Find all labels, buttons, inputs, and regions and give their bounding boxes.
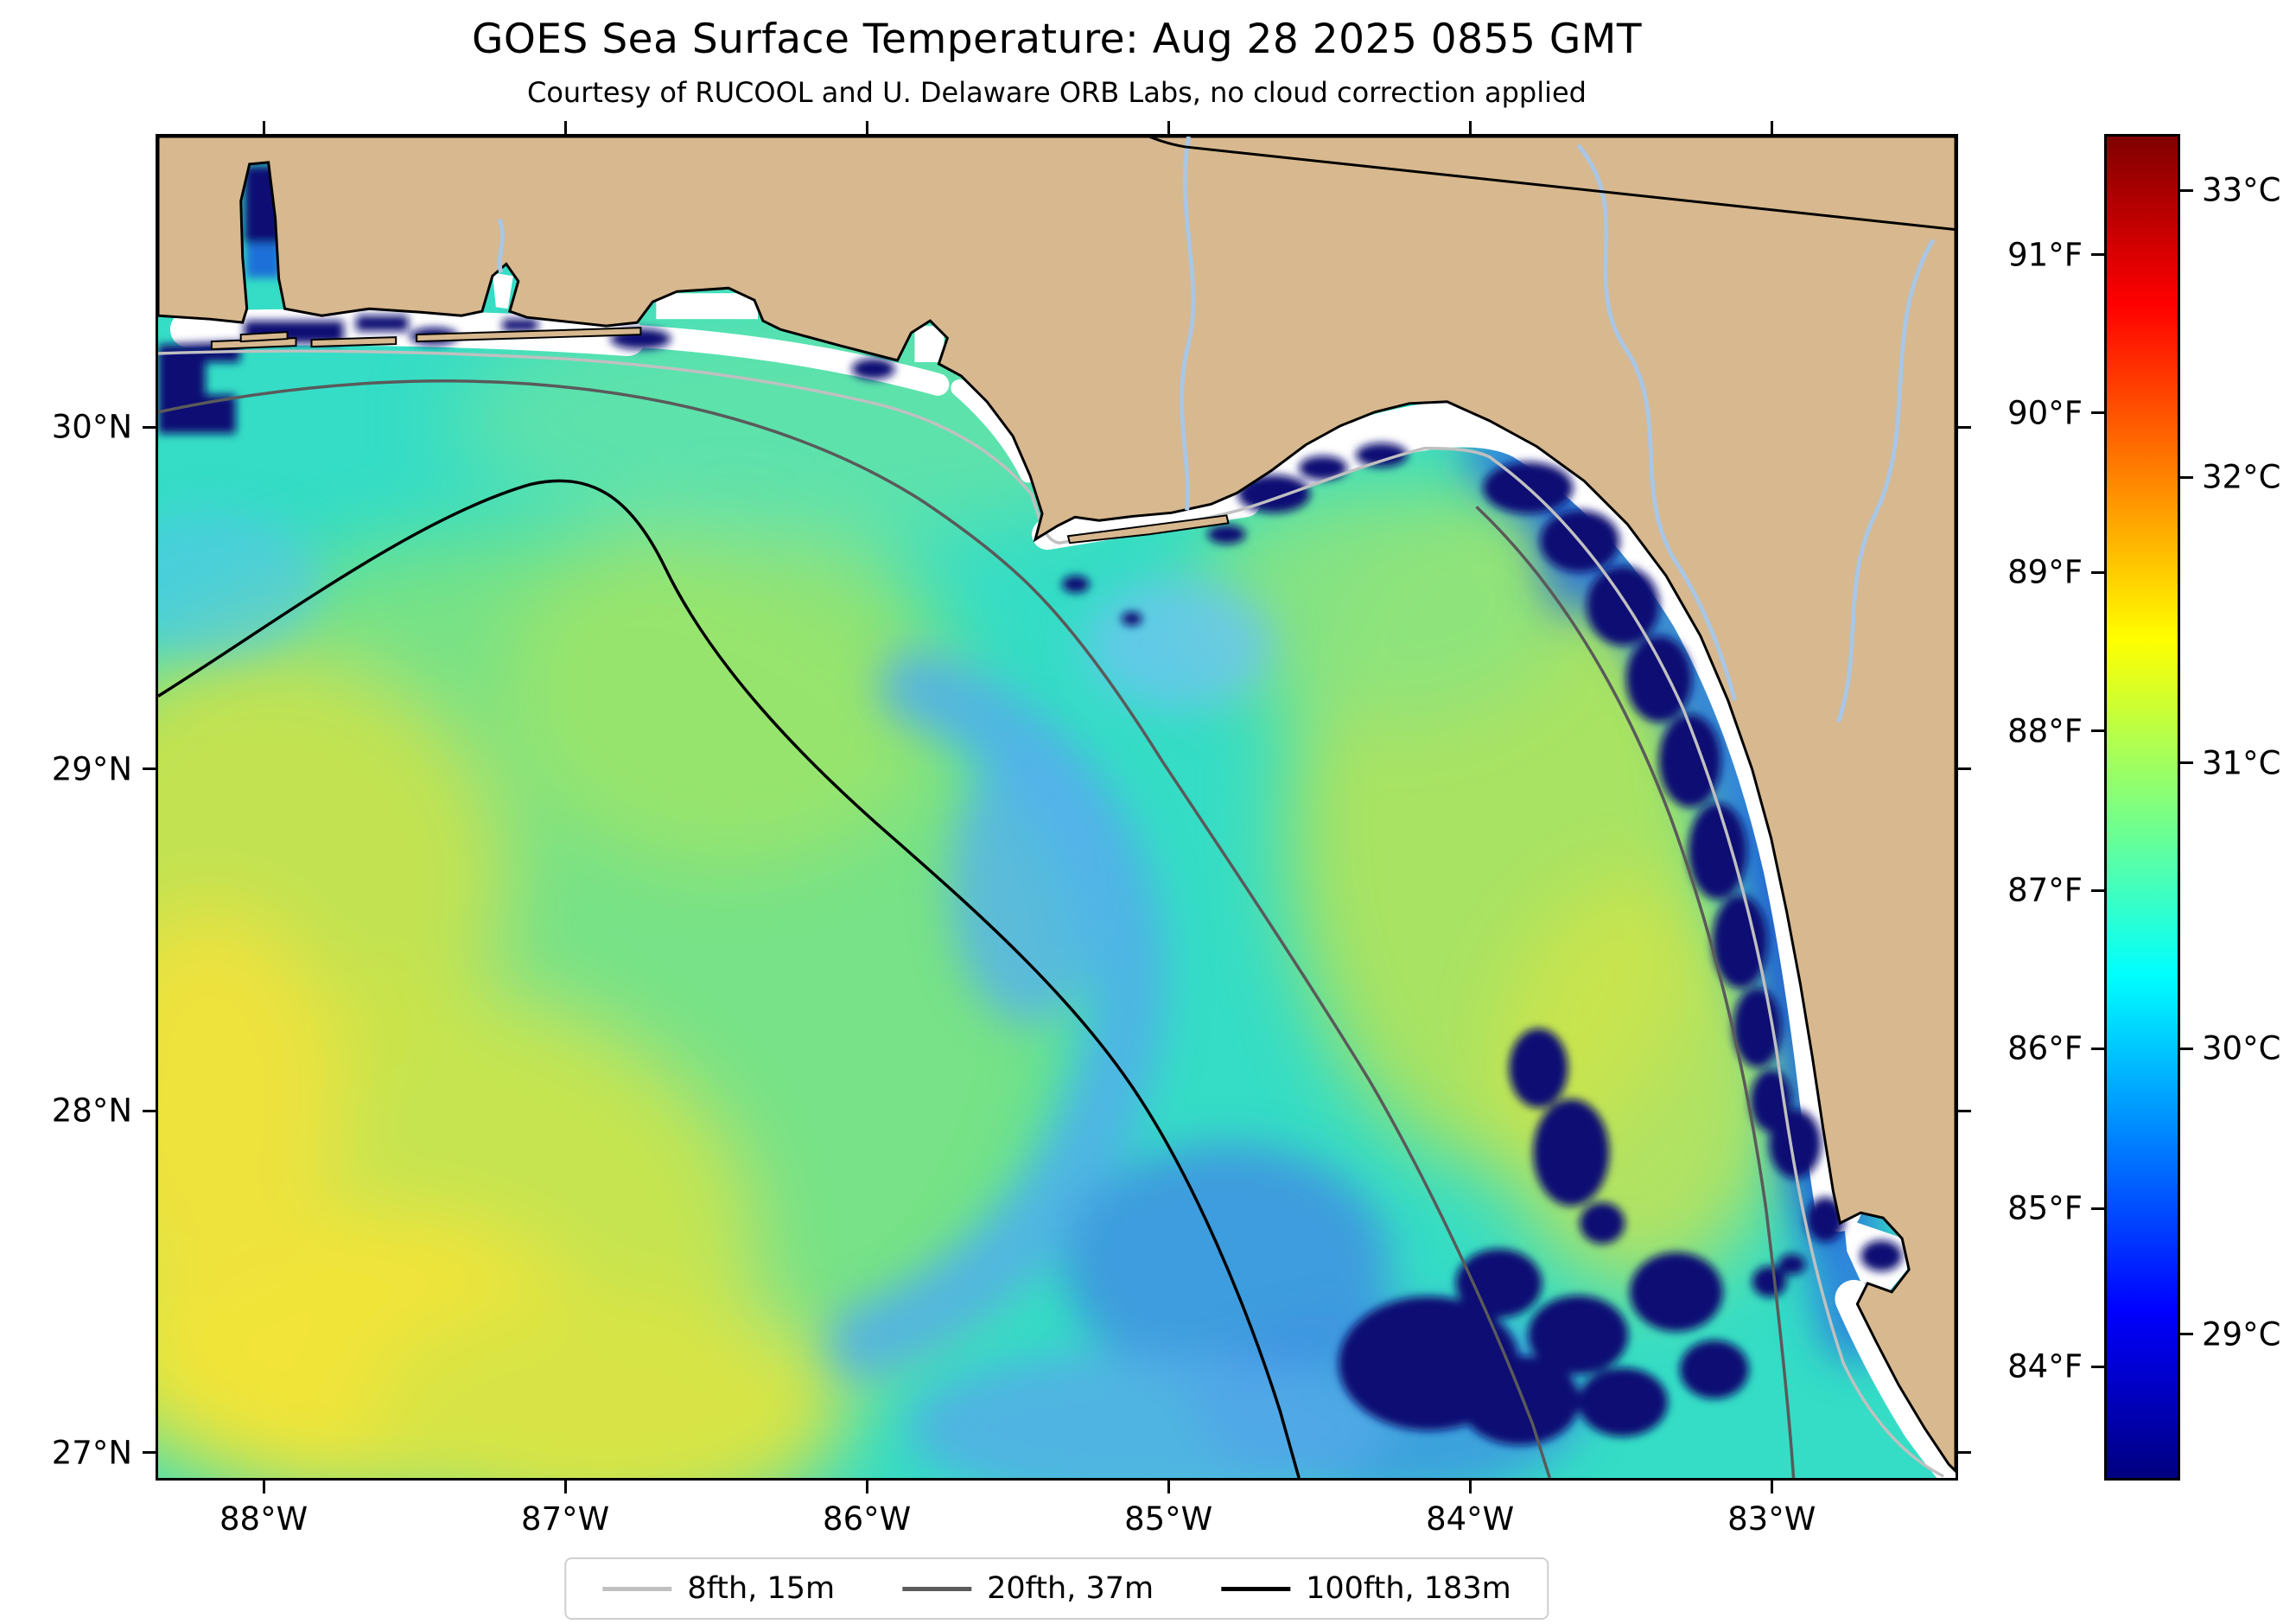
legend-item: 100fth, 183m <box>1221 1571 1511 1606</box>
legend-item-label: 8fth, 15m <box>687 1571 836 1606</box>
colorbar-celsius-tick-label: 30°C <box>2202 1029 2281 1067</box>
y-tick-label: 27°N <box>51 1434 132 1472</box>
legend-line-sample <box>1221 1586 1291 1591</box>
colorbar-celsius-tick-label: 32°C <box>2202 458 2281 496</box>
legend-item: 20fth, 37m <box>902 1571 1154 1606</box>
x-tick-label: 87°W <box>521 1500 610 1538</box>
coastline <box>158 137 1956 1474</box>
legend-line-sample <box>902 1586 972 1591</box>
x-tick-label: 86°W <box>823 1500 912 1538</box>
y-tick-mark <box>1958 1109 1971 1112</box>
x-tick-mark <box>1468 1481 1472 1493</box>
river-suwannee <box>1576 143 1738 702</box>
colorbar-fahrenheit-tick-label: 84°F <box>2007 1347 2083 1385</box>
colorbar-fahrenheit-tick-label: 88°F <box>2007 712 2083 750</box>
colorbar-celsius-tick-label: 29°C <box>2202 1315 2281 1353</box>
chart-title: GOES Sea Surface Temperature: Aug 28 202… <box>471 16 1643 63</box>
depth-contour-legend: 8fth, 15m 20fth, 37m 100fth, 183m <box>564 1557 1549 1620</box>
bathymetry-contour-20fathom <box>158 379 1552 1478</box>
colorbar-celsius-tick-mark <box>2180 761 2193 765</box>
x-tick-mark <box>262 121 265 134</box>
colorbar-fahrenheit-tick-label: 85°F <box>2007 1189 2083 1227</box>
x-tick-mark <box>1770 1481 1773 1493</box>
colorbar-fahrenheit-tick-mark <box>2091 1047 2104 1050</box>
x-tick-mark <box>1770 121 1773 134</box>
legend-item-label: 20fth, 37m <box>987 1571 1154 1606</box>
legend-line-sample <box>602 1586 672 1591</box>
x-tick-mark <box>262 1481 265 1493</box>
y-tick-mark <box>1958 425 1971 429</box>
colorbar-celsius-tick-mark <box>2180 1047 2193 1050</box>
y-tick-mark <box>1958 1451 1971 1455</box>
x-tick-mark <box>563 121 567 134</box>
colorbar-fahrenheit-tick-label: 91°F <box>2007 236 2083 274</box>
y-tick-mark <box>143 1109 156 1112</box>
river-apalachicola <box>1180 137 1196 511</box>
colorbar-fahrenheit-tick-label: 89°F <box>2007 553 2083 591</box>
y-tick-label: 30°N <box>51 408 132 446</box>
gulf-of-mexico-map <box>158 137 1956 1478</box>
colorbar-gradient <box>2107 137 2178 1478</box>
colorbar-fahrenheit-tick-label: 87°F <box>2007 871 2083 909</box>
river-northeast <box>1836 239 1936 723</box>
colorbar-fahrenheit-tick-mark <box>2091 1365 2104 1368</box>
colorbar-fahrenheit-tick-mark <box>2091 253 2104 257</box>
colorbar-celsius-tick-label: 31°C <box>2202 744 2281 782</box>
bathymetry-contour-20fathom-shelf <box>1475 506 1796 1478</box>
x-tick-mark <box>865 121 868 134</box>
x-tick-label: 88°W <box>219 1500 308 1538</box>
x-tick-mark <box>1167 121 1170 134</box>
barrier-islands <box>210 327 1230 545</box>
colorbar-celsius-tick-mark <box>2180 475 2193 479</box>
river-escambia <box>497 218 505 274</box>
y-tick-mark <box>1958 767 1971 771</box>
x-tick-label: 85°W <box>1124 1500 1213 1538</box>
colorbar-fahrenheit-tick-mark <box>2091 411 2104 415</box>
chart-subtitle: Courtesy of RUCOOL and U. Delaware ORB L… <box>527 76 1587 109</box>
x-tick-mark <box>865 1481 868 1493</box>
legend-item: 8fth, 15m <box>602 1571 835 1606</box>
colorbar-fahrenheit-tick-mark <box>2091 729 2104 733</box>
colorbar-celsius-tick-label: 33°C <box>2202 171 2281 209</box>
bathymetry-contour-100fathom <box>158 479 1301 1478</box>
legend-item-label: 100fth, 183m <box>1306 1571 1511 1606</box>
x-tick-label: 84°W <box>1426 1500 1515 1538</box>
colorbar-celsius-tick-mark <box>2180 1333 2193 1336</box>
rivers <box>497 137 1936 723</box>
y-tick-label: 29°N <box>51 750 132 788</box>
y-tick-label: 28°N <box>51 1092 132 1130</box>
y-tick-mark <box>143 425 156 429</box>
x-tick-label: 83°W <box>1727 1500 1816 1538</box>
colorbar-fahrenheit-tick-mark <box>2091 1207 2104 1210</box>
colorbar-fahrenheit-tick-mark <box>2091 570 2104 574</box>
state-boundary-line <box>1148 137 1956 232</box>
bathymetry-contour-8fathom <box>158 349 1944 1478</box>
colorbar-fahrenheit-tick-label: 86°F <box>2007 1029 2083 1067</box>
x-tick-mark <box>1167 1481 1170 1493</box>
land-mass <box>158 137 1956 1474</box>
sst-warm-regions <box>158 300 1787 1478</box>
y-tick-mark <box>143 1451 156 1455</box>
map-axes: 88°W 87°W 86°W 85°W 84°W 83°W 30°N 29°N 28°N 27°N <box>52 121 1971 1538</box>
colorbar-celsius-tick-mark <box>2180 188 2193 192</box>
colorbar-fahrenheit-tick-label: 90°F <box>2007 394 2083 432</box>
colorbar: 91°F 90°F 89°F 88°F 87°F 86°F 85°F 84°F 33°C 32°C… <box>2007 134 2280 1481</box>
x-tick-mark <box>1468 121 1472 134</box>
colorbar-fahrenheit-tick-mark <box>2091 888 2104 892</box>
x-tick-mark <box>563 1481 567 1493</box>
y-tick-mark <box>143 767 156 771</box>
